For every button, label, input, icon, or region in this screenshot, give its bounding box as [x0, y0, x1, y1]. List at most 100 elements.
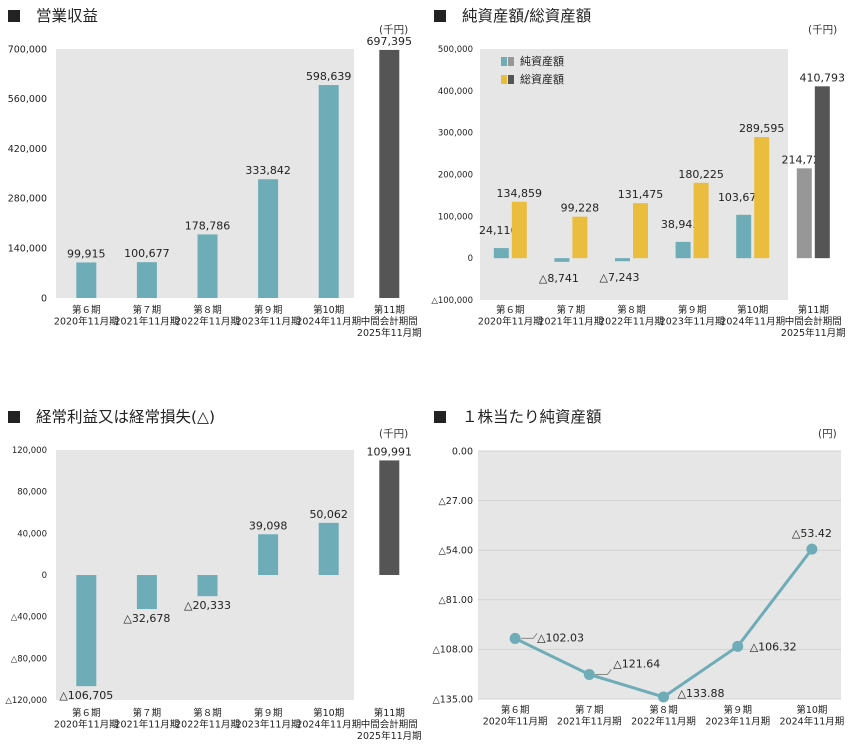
data-label: 697,395: [367, 35, 413, 48]
bar: [136, 575, 157, 610]
x-tick-label: 2021年11月期: [115, 316, 180, 328]
bar: [493, 248, 509, 259]
x-tick-label: 2025年11月期: [357, 730, 422, 742]
x-tick-label: 2020年11月期: [54, 719, 119, 731]
y-tick-label: △40,000: [11, 613, 47, 623]
bar: [258, 179, 279, 298]
x-tick-label: 2020年11月期: [478, 316, 543, 328]
panel4-title: １株当たり純資産額: [434, 405, 602, 427]
legend-item-net-assets: 純資産額: [501, 52, 564, 70]
data-label: △106,705: [59, 689, 113, 702]
legend-swatch: [501, 56, 507, 66]
x-tick-label: 2022年11月期: [599, 316, 664, 328]
y-tick-label: 0: [42, 571, 47, 581]
y-tick-label: △81.00: [438, 595, 473, 606]
x-tick-label: 2023年11月期: [660, 316, 725, 328]
x-tick-label: 第６期: [72, 304, 101, 316]
x-tick-label: 第６期: [496, 304, 525, 316]
data-label: 134,859: [497, 187, 543, 200]
panel2-unit: (千円): [808, 24, 838, 36]
x-tick-label: 2021年11月期: [539, 316, 604, 328]
data-label: 131,475: [618, 188, 664, 201]
data-label: △7,243: [600, 271, 640, 284]
y-tick-label: △135.00: [432, 694, 473, 705]
x-tick-label: 2022年11月期: [631, 716, 696, 728]
bar: [76, 262, 97, 298]
bar: [379, 49, 400, 298]
y-tick-label: △27.00: [438, 496, 473, 507]
x-tick-label: 中間会計期間: [361, 719, 418, 731]
x-tick-label: 第10期: [796, 704, 827, 716]
data-label: △8,741: [539, 272, 579, 285]
square-bullet-icon: [434, 10, 446, 22]
y-tick-label: 140,000: [8, 244, 47, 255]
panel2-legend: 純資産額 総資産額: [501, 52, 564, 88]
legend-swatch: [508, 56, 514, 66]
bar: [693, 182, 709, 259]
bar: [76, 575, 97, 687]
x-tick-label: 2022年11月期: [175, 719, 240, 731]
legend-swatch: [508, 74, 514, 84]
bar: [197, 575, 218, 597]
square-bullet-icon: [8, 10, 20, 22]
y-tick-label: △54.00: [438, 546, 473, 557]
x-tick-label: 第９期: [723, 704, 752, 716]
legend-item-total-assets: 総資産額: [501, 70, 564, 88]
bar: [554, 258, 570, 262]
data-point: [806, 543, 818, 555]
x-tick-label: 第８期: [193, 304, 222, 316]
bar: [511, 201, 527, 259]
x-tick-label: 2024年11月期: [296, 719, 361, 731]
x-tick-label: 第８期: [649, 704, 678, 716]
y-tick-label: 0: [468, 254, 473, 264]
x-tick-label: 第10期: [313, 707, 344, 719]
data-label: 24,116: [479, 224, 518, 237]
data-label: 38,943: [661, 218, 700, 231]
data-label: 50,062: [309, 508, 348, 521]
x-tick-label: 2025年11月期: [357, 327, 422, 339]
y-tick-label: 0.00: [452, 446, 473, 457]
x-tick-label: 第10期: [313, 304, 344, 316]
x-tick-label: 第７期: [557, 304, 586, 316]
x-tick-label: 2024年11月期: [720, 316, 785, 328]
y-tick-label: △80,000: [11, 654, 47, 664]
y-tick-label: 200,000: [438, 170, 473, 180]
y-tick-label: 560,000: [8, 94, 47, 105]
data-point: [732, 640, 744, 652]
x-tick-label: 中間会計期間: [361, 316, 418, 328]
x-tick-label: 第11期: [374, 707, 405, 719]
data-label: 180,225: [678, 168, 724, 181]
bar: [615, 258, 630, 262]
panel3-title: 経常利益又は経常損失(△): [8, 405, 215, 427]
data-label: △53.42: [792, 527, 832, 540]
bar: [379, 460, 400, 575]
panel2-title: 純資産額/総資産額: [434, 4, 591, 26]
data-label: 178,786: [185, 219, 231, 232]
x-tick-label: 中間会計期間: [785, 316, 842, 328]
bar: [675, 241, 691, 259]
data-label: 598,639: [306, 70, 352, 83]
y-tick-label: 120,000: [12, 446, 47, 456]
data-point: [658, 691, 669, 703]
leader-line: [521, 633, 538, 639]
x-tick-label: 第８期: [617, 304, 646, 316]
y-tick-label: 700,000: [8, 44, 47, 55]
bar: [572, 216, 588, 259]
panel1-title: 営業収益: [8, 4, 98, 26]
y-tick-label: △120,000: [5, 696, 47, 706]
x-tick-label: 第６期: [72, 707, 101, 719]
y-tick-label: △100,000: [431, 296, 473, 306]
x-tick-label: 2024年11月期: [780, 716, 845, 728]
data-label: △106.32: [750, 640, 797, 653]
x-tick-label: 第11期: [374, 304, 405, 316]
bar: [318, 85, 339, 298]
panel4-unit: (円): [818, 428, 837, 440]
bar: [633, 203, 648, 259]
leader-line: [595, 669, 612, 675]
data-label: 99,915: [67, 247, 106, 260]
x-tick-label: 第９期: [254, 707, 283, 719]
bar: [197, 234, 218, 298]
data-label: △20,333: [184, 599, 231, 612]
bar: [796, 168, 812, 259]
